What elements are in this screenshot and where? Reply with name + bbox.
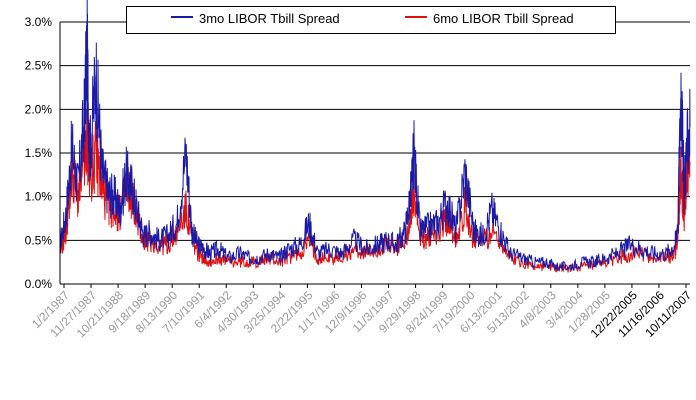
- y-tick-label: 3.0%: [25, 15, 53, 29]
- y-tick-label: 0.0%: [25, 277, 53, 291]
- x-tick-labels: 1/2/198711/27/198710/21/19889/18/19898/1…: [29, 284, 694, 341]
- y-tick-label: 1.5%: [25, 146, 53, 160]
- series-lines: [59, 0, 691, 273]
- legend-swatch-3mo: [171, 16, 193, 18]
- grid-lines: [60, 21, 690, 241]
- y-tick-label: 0.5%: [25, 233, 53, 247]
- series-line-3mo: [59, 0, 691, 273]
- y-tick-label: 2.0%: [25, 102, 53, 116]
- y-tick-labels: 0.0% 0.5% 1.0% 1.5% 2.0% 2.5% 3.0%: [25, 15, 53, 291]
- y-tick-label: 2.5%: [25, 59, 53, 73]
- y-tick-label: 1.0%: [25, 190, 53, 204]
- legend-label-3mo: 3mo LIBOR Tbill Spread: [199, 11, 340, 26]
- legend-label-6mo: 6mo LIBOR Tbill Spread: [433, 11, 574, 26]
- legend-swatch-6mo: [405, 16, 427, 18]
- legend: 3mo LIBOR Tbill Spread 6mo LIBOR Tbill S…: [126, 6, 616, 34]
